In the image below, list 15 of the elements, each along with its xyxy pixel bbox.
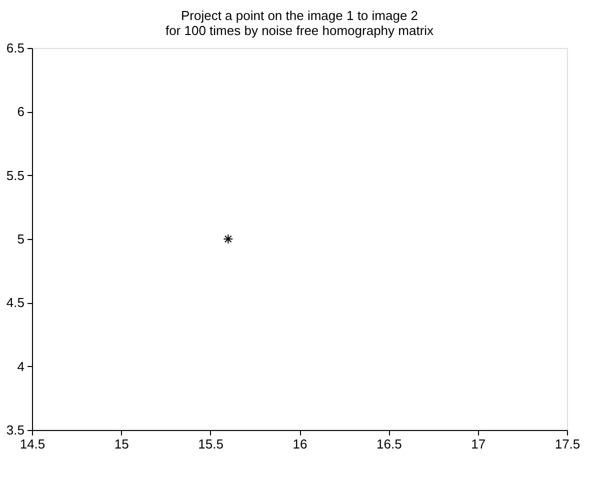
- y-tick-label: 6.5: [6, 40, 24, 56]
- y-tick-label: 5.5: [6, 168, 24, 183]
- x-tick-label: 17.5: [554, 436, 580, 452]
- y-tick-label: 3.5: [6, 422, 24, 438]
- y-tick-label: 4.5: [6, 295, 24, 310]
- x-tick-label: 16.5: [376, 436, 402, 452]
- x-tick-label: 15: [114, 436, 129, 452]
- y-tick-label: 6: [17, 104, 24, 120]
- x-tick-label: 15.5: [198, 436, 224, 452]
- chart-title: Project a point on the image 1 to image 2 for 100 times by noise free homography matrix: [165, 8, 434, 38]
- x-tick-label: 17: [471, 436, 486, 452]
- x-tick-label: 14.5: [20, 436, 46, 452]
- y-tick-label: 5: [17, 232, 24, 246]
- x-tick-label: 16: [292, 436, 308, 452]
- y-tick-label: 4: [17, 358, 24, 374]
